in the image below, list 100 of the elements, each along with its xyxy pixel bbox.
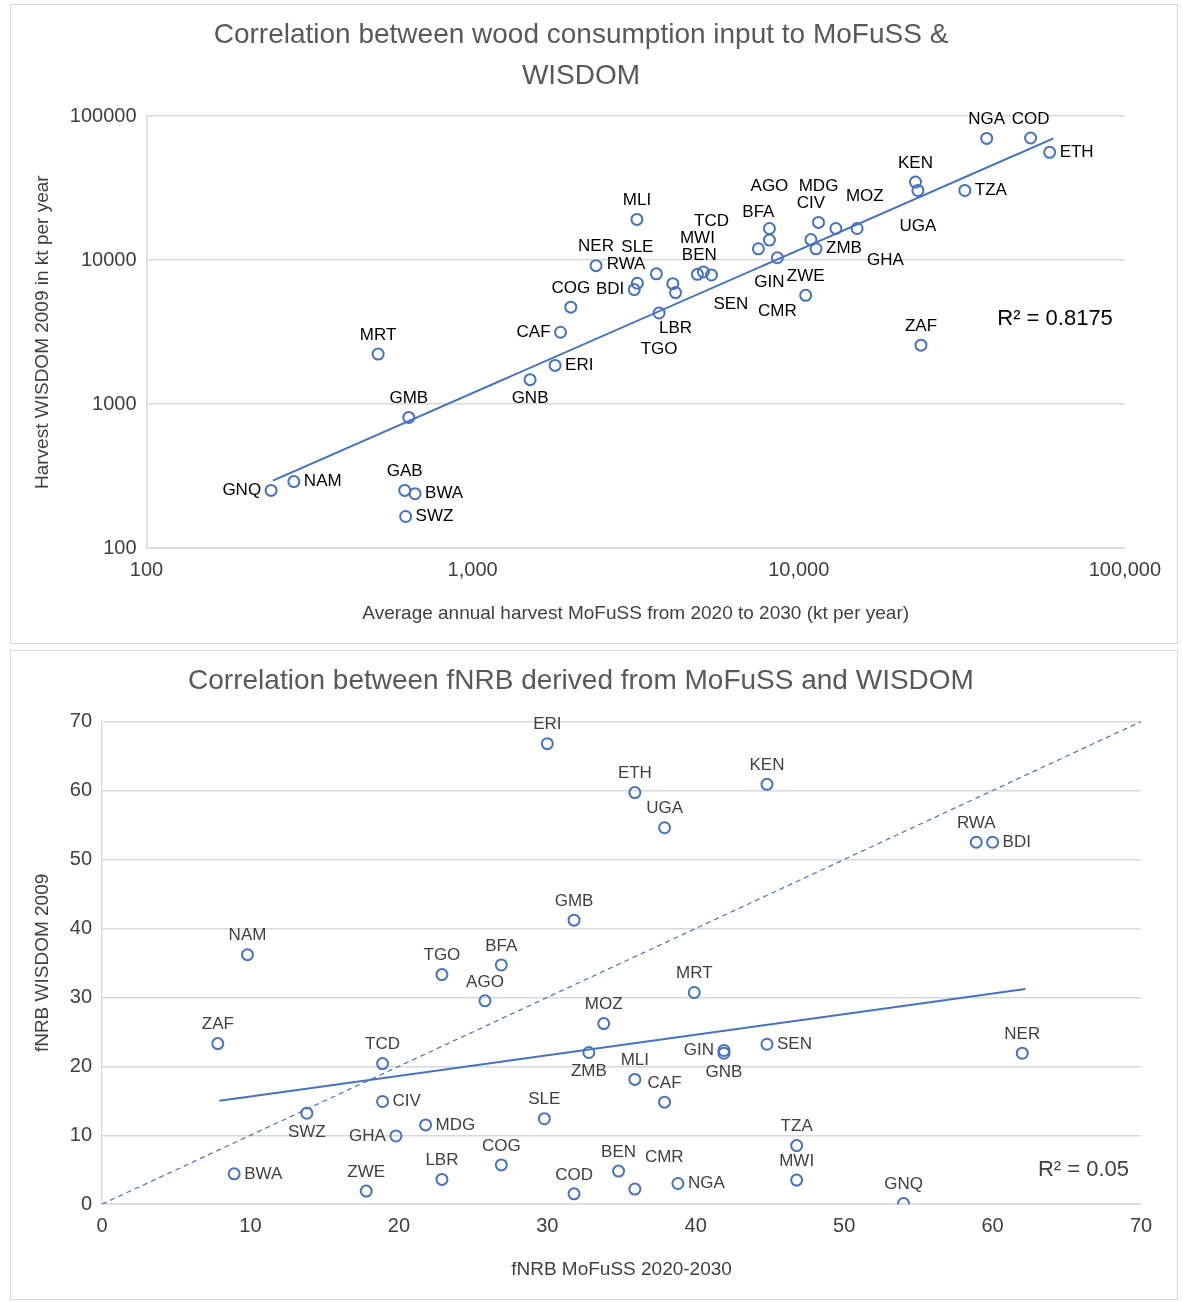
annotation: SEN bbox=[713, 293, 749, 313]
point bbox=[376, 1094, 390, 1108]
annotation: GNB bbox=[511, 388, 549, 408]
annotation: NER bbox=[578, 236, 614, 256]
annotation: MLI bbox=[620, 1050, 650, 1070]
y-tick-label: 30 bbox=[69, 984, 93, 1007]
point bbox=[435, 1172, 449, 1186]
annotation: R² = 0.05 bbox=[1037, 1156, 1129, 1182]
point bbox=[376, 1057, 390, 1071]
y-tick-label: 0 bbox=[80, 1191, 93, 1214]
point bbox=[969, 835, 983, 849]
y-tick-label: 50 bbox=[69, 847, 93, 869]
point bbox=[658, 1095, 672, 1109]
annotation: GAB bbox=[386, 461, 423, 481]
annotation: GMB bbox=[554, 890, 594, 910]
x-tick-label: 100,000 bbox=[1088, 557, 1161, 580]
annotation: SWZ bbox=[415, 506, 454, 526]
x-tick-label: 60 bbox=[981, 1213, 1004, 1236]
point bbox=[760, 1037, 774, 1051]
annotation: ZMB bbox=[826, 238, 862, 258]
point bbox=[435, 968, 449, 982]
annotation: ZMB bbox=[570, 1061, 607, 1081]
annotation: NAM bbox=[303, 471, 342, 491]
annotation: ERI bbox=[533, 714, 562, 734]
annotation: BWA bbox=[244, 1163, 283, 1183]
annotation: TGO bbox=[640, 338, 678, 358]
annotation: GHA bbox=[867, 250, 905, 270]
annotation: MDG bbox=[435, 1114, 476, 1134]
annotation: TCD bbox=[694, 210, 729, 230]
x-tick-label: 10,000 bbox=[768, 557, 830, 580]
annotation: TZA bbox=[974, 180, 1008, 200]
point bbox=[389, 1129, 403, 1143]
y-axis-title: fNRB WISDOM 2009 bbox=[30, 873, 52, 1053]
annotation: SLE bbox=[528, 1089, 561, 1109]
x-axis-title: Average annual harvest MoFuSS from 2020 to 2030 (kt per year) bbox=[362, 601, 910, 623]
point bbox=[612, 1164, 626, 1178]
annotation: CMR bbox=[644, 1146, 684, 1166]
y-tick-label: 70 bbox=[69, 709, 93, 732]
annotation: LBR bbox=[425, 1150, 459, 1170]
annotation: MOZ bbox=[584, 994, 623, 1014]
point bbox=[359, 1184, 373, 1198]
y-tick-label: 100000 bbox=[69, 103, 137, 126]
annotation: BFA bbox=[485, 935, 519, 955]
annotation: AGO bbox=[750, 175, 789, 195]
point bbox=[494, 958, 508, 972]
annotation: NER bbox=[1004, 1023, 1041, 1043]
annotation: GHA bbox=[349, 1125, 387, 1145]
point bbox=[790, 1139, 804, 1153]
annotation: UGA bbox=[646, 798, 684, 818]
x-axis-title: fNRB MoFuSS 2020-2030 bbox=[511, 1257, 732, 1279]
point bbox=[671, 1177, 685, 1191]
annotation: RWA bbox=[956, 812, 997, 832]
point bbox=[494, 1158, 508, 1172]
annotation: BDI bbox=[595, 279, 625, 299]
y-tick-label: 20 bbox=[69, 1053, 93, 1076]
point bbox=[760, 777, 774, 791]
chart-title: Correlation between fNRB derived from MoFuSS and WISDOM bbox=[188, 664, 974, 696]
annotation: TZA bbox=[780, 1116, 814, 1136]
point bbox=[227, 1167, 241, 1181]
point bbox=[582, 1046, 596, 1060]
point bbox=[540, 737, 554, 751]
y-tick-label: 10000 bbox=[80, 247, 137, 270]
point bbox=[658, 821, 672, 835]
annotation: CIV bbox=[392, 1091, 422, 1111]
point bbox=[478, 994, 492, 1008]
x-tick-label: 70 bbox=[1129, 1213, 1153, 1236]
annotation: BFA bbox=[742, 202, 776, 222]
annotation: AGO bbox=[466, 971, 504, 991]
y-tick-label: 100 bbox=[103, 535, 137, 558]
y-tick-label: 40 bbox=[69, 915, 93, 938]
annotation: SWZ bbox=[287, 1121, 326, 1141]
point bbox=[628, 1182, 642, 1196]
annotation: SEN bbox=[776, 1033, 812, 1053]
annotation: COD bbox=[555, 1164, 593, 1184]
annotation: CMR bbox=[758, 301, 797, 321]
annotation: GNB bbox=[705, 1061, 743, 1081]
annotation: GNQ bbox=[884, 1174, 923, 1194]
point bbox=[628, 1072, 642, 1086]
y-tick-label: 10 bbox=[69, 1122, 93, 1145]
annotation: COG bbox=[481, 1135, 521, 1155]
annotation: NAM bbox=[228, 925, 267, 945]
annotation: NGA bbox=[968, 109, 1006, 129]
annotation: GIN bbox=[754, 272, 785, 292]
point bbox=[211, 1037, 225, 1051]
x-tick-label: 100 bbox=[129, 557, 164, 580]
annotation: ZWE bbox=[786, 266, 825, 286]
chart-title: Correlation between wood consumption input to MoFuSS & WISDOM bbox=[213, 18, 949, 90]
annotation: ETH bbox=[1059, 142, 1094, 162]
annotation: BWA bbox=[425, 483, 464, 503]
x-tick-label: 40 bbox=[684, 1213, 707, 1236]
annotation: MWI bbox=[779, 1150, 815, 1170]
point bbox=[537, 1112, 551, 1126]
annotation: ZAF bbox=[904, 315, 938, 335]
annotation: ZAF bbox=[201, 1014, 234, 1034]
annotation: GMB bbox=[389, 388, 429, 408]
annotation: BDI bbox=[1002, 831, 1031, 851]
annotation: MOZ bbox=[845, 186, 884, 206]
x-tick-label: 10 bbox=[239, 1213, 262, 1236]
annotation: BEN bbox=[681, 244, 717, 264]
annotation: BEN bbox=[601, 1141, 637, 1161]
